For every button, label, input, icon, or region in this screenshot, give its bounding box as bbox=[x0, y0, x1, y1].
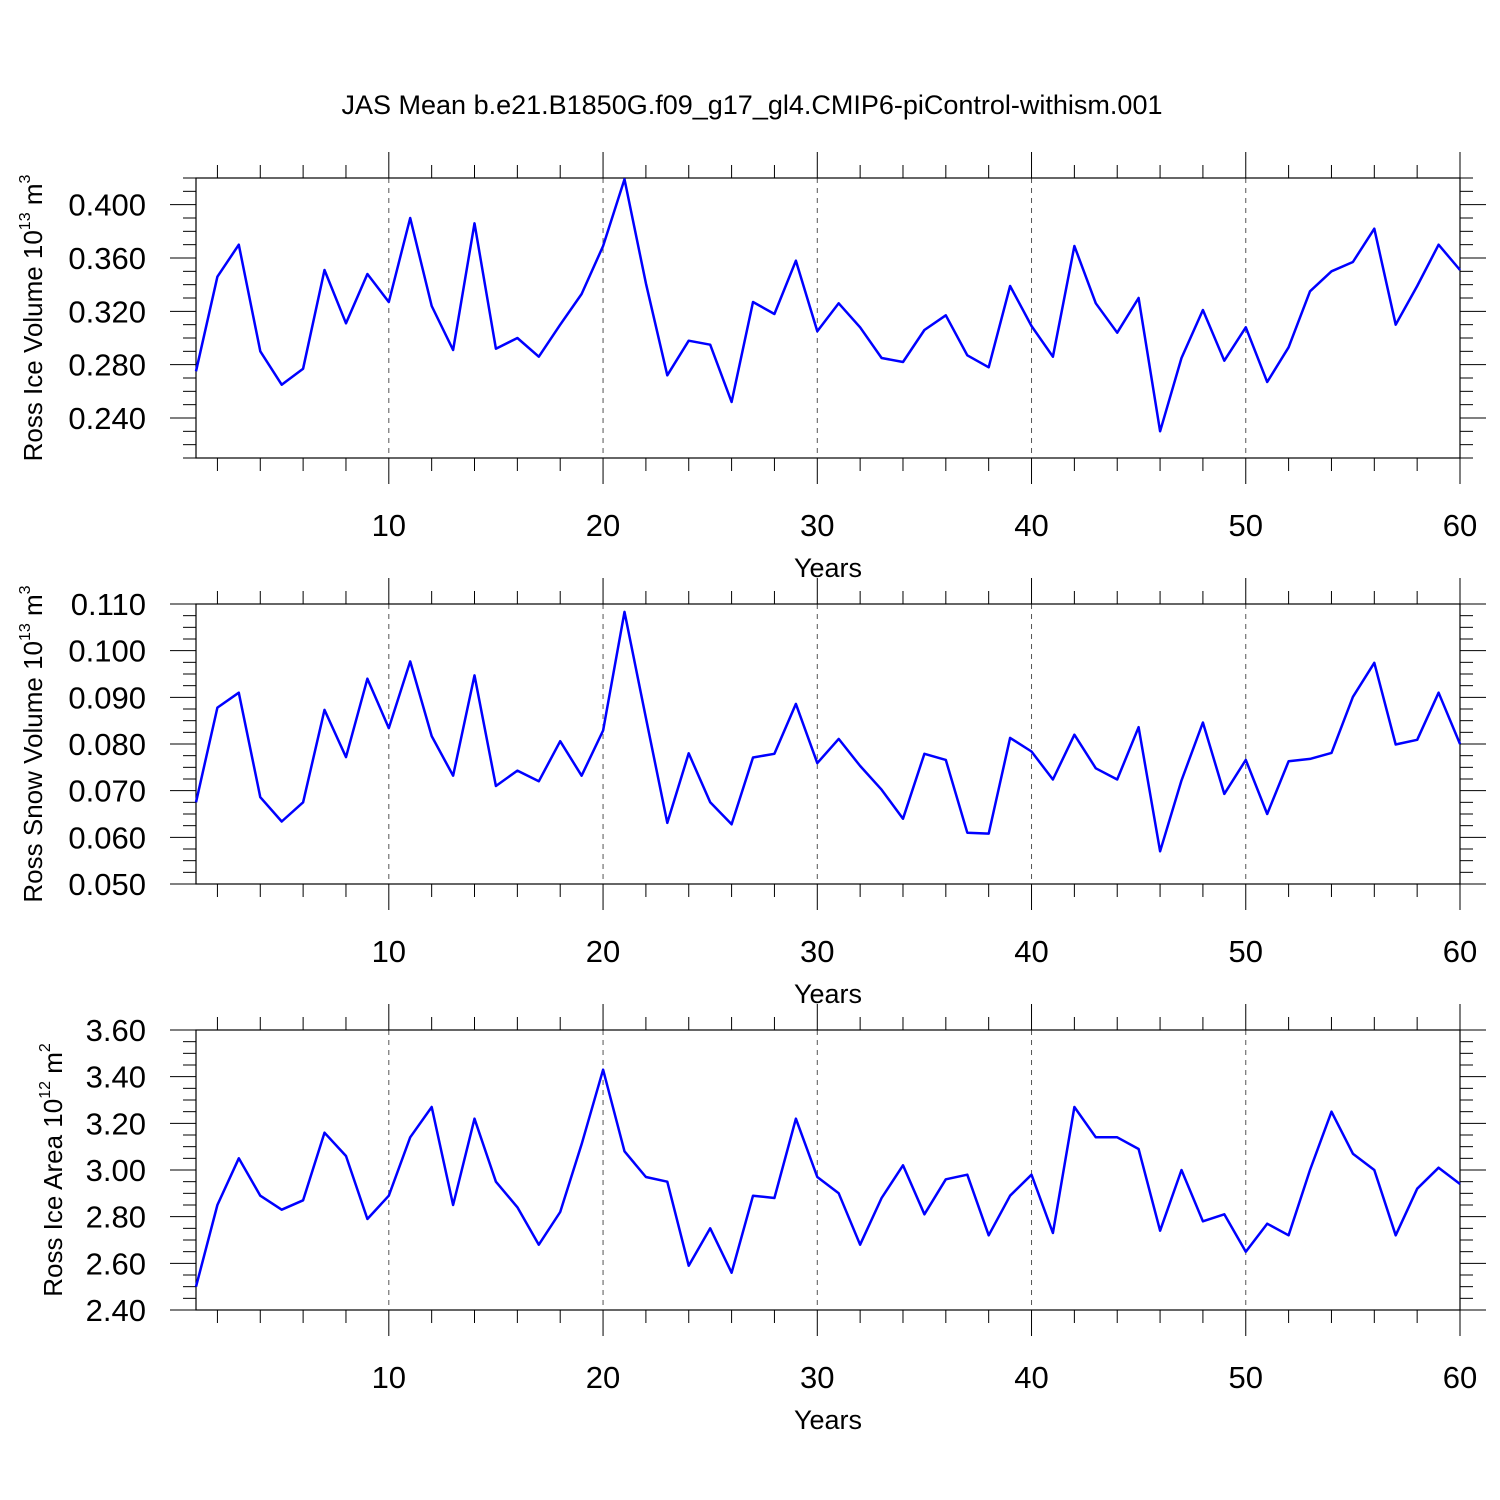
y-axis-label: Ross Ice Volume 1013 m3 bbox=[17, 174, 48, 461]
y-tick-label: 0.400 bbox=[68, 188, 146, 223]
series-line bbox=[194, 1068, 1461, 1288]
x-axis-label: Years bbox=[794, 1405, 862, 1435]
x-tick-label: 40 bbox=[1014, 508, 1048, 543]
y-tick-label: 0.320 bbox=[68, 294, 146, 329]
x-tick-label: 50 bbox=[1229, 508, 1263, 543]
x-tick-label: 50 bbox=[1229, 1360, 1263, 1395]
y-axis-label: Ross Snow Volume 1013 m3 bbox=[17, 585, 48, 902]
x-tick-label: 10 bbox=[372, 1360, 406, 1395]
series-line bbox=[194, 610, 1462, 853]
y-tick-label: 3.20 bbox=[86, 1106, 146, 1141]
x-tick-label: 30 bbox=[800, 1360, 834, 1395]
chart-title: JAS Mean b.e21.B1850G.f09_g17_gl4.CMIP6-… bbox=[342, 90, 1163, 120]
y-tick-label: 0.360 bbox=[68, 241, 146, 276]
x-tick-label: 20 bbox=[586, 934, 620, 969]
y-tick-label: 0.060 bbox=[68, 820, 146, 855]
x-tick-label: 50 bbox=[1229, 934, 1263, 969]
panel-2: 0.050 0.060 0.070 0.080 0.090 0.100 0.110 10 20 3… bbox=[17, 578, 1486, 1009]
y-tick-label: 0.110 bbox=[71, 587, 146, 622]
y-tick-label: 3.00 bbox=[86, 1153, 146, 1188]
x-axis-label: Years bbox=[794, 979, 862, 1009]
x-tick-label: 60 bbox=[1443, 1360, 1477, 1395]
chart-panels: 0.240 0.280 0.320 0.360 0.400 10 20 30 40 50 60 Yea… bbox=[17, 152, 1486, 1435]
x-tick-label: 60 bbox=[1443, 508, 1477, 543]
plot-frame bbox=[195, 177, 1461, 459]
y-tick-label: 2.60 bbox=[86, 1246, 146, 1281]
x-tick-label: 60 bbox=[1443, 934, 1477, 969]
y-tick-label: 0.280 bbox=[68, 348, 146, 383]
x-tick-label: 20 bbox=[586, 1360, 620, 1395]
y-tick-label: 0.080 bbox=[68, 727, 146, 762]
y-axis-label: Ross Ice Area 1012 m2 bbox=[37, 1043, 68, 1297]
y-tick-label: 0.090 bbox=[68, 680, 146, 715]
plot-frame bbox=[195, 1029, 1461, 1311]
x-tick-label: 10 bbox=[372, 508, 406, 543]
x-tick-label: 30 bbox=[800, 508, 834, 543]
y-tick-label: 2.80 bbox=[86, 1200, 146, 1235]
x-tick-label: 40 bbox=[1014, 1360, 1048, 1395]
y-tick-label: 3.40 bbox=[86, 1060, 146, 1095]
y-tick-label: 2.40 bbox=[86, 1293, 146, 1328]
y-tick-label: 0.050 bbox=[68, 867, 146, 902]
x-tick-label: 30 bbox=[800, 934, 834, 969]
series-line bbox=[194, 178, 1461, 433]
y-tick-label: 0.240 bbox=[68, 401, 146, 436]
y-tick-label: 0.100 bbox=[68, 634, 146, 669]
plot-frame bbox=[195, 603, 1461, 885]
x-tick-label: 20 bbox=[586, 508, 620, 543]
x-tick-label: 10 bbox=[372, 934, 406, 969]
y-tick-label: 0.070 bbox=[68, 774, 146, 809]
panel-1: 0.240 0.280 0.320 0.360 0.400 10 20 30 40 50 60 Yea… bbox=[17, 152, 1486, 583]
panel-3: 2.40 2.60 2.80 3.00 3.20 3.40 3.60 10 20 30 40 50 60… bbox=[37, 1004, 1486, 1435]
y-tick-label: 3.60 bbox=[86, 1013, 146, 1048]
x-axis-label: Years bbox=[794, 553, 862, 583]
x-tick-label: 40 bbox=[1014, 934, 1048, 969]
